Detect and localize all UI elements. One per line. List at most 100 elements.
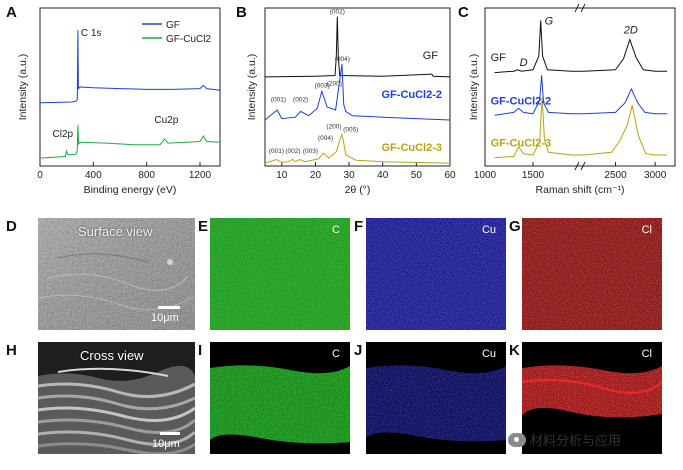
axis-break-mark <box>580 161 586 171</box>
series-line-gf-cucl2 <box>39 124 221 159</box>
annotation-g: G <box>545 15 554 27</box>
x-tick-label: 60 <box>444 170 456 181</box>
eds-map-cl-surface: Cl <box>522 218 662 330</box>
plot-frame <box>484 7 676 167</box>
annotation-cl2p: Cl2p <box>53 129 74 140</box>
panel-label-i: I <box>198 342 203 359</box>
series-name-gf-cucl2-2: GF-CuCl2-2 <box>491 95 551 107</box>
cross-view-caption: Cross view <box>80 348 144 363</box>
panel-label-d: D <box>6 218 17 235</box>
x-tick-label: 30 <box>344 170 356 181</box>
peak-label: (003) <box>315 82 330 89</box>
x-tick-label: 3000 <box>644 170 667 181</box>
sem-surface-image: Surface view 10μm <box>38 218 195 330</box>
series-line <box>494 97 668 159</box>
element-label-cl: Cl <box>641 348 652 360</box>
peak-label: (002) <box>285 148 300 155</box>
legend-label: GF-CuCl2 <box>166 34 211 45</box>
annotation-2d: 2D <box>623 25 638 37</box>
eds-noise-blue <box>366 218 506 330</box>
peak-label: (002) <box>293 96 308 103</box>
panel-label-j: J <box>354 342 363 359</box>
eds-band-blue <box>366 342 506 454</box>
panel-label-c: C <box>458 4 469 21</box>
x-axis-label: Binding energy (eV) <box>84 184 177 196</box>
annotation-cu2p: Cu2p <box>154 115 178 126</box>
x-tick-label: 1000 <box>474 170 497 181</box>
eds-band-green <box>210 342 350 454</box>
watermark: 材料分析与应用 <box>508 430 621 449</box>
series-line-gf <box>39 30 221 104</box>
peak-label: (200) <box>327 81 342 88</box>
peak-label: (200) <box>326 124 341 131</box>
y-axis-label: Intensity (a.u.) <box>468 54 480 121</box>
xrd-chart: 10 20 30 40 50 60 2θ (°) Intensity (a.u.) GF GF-C… <box>246 7 456 196</box>
x-tick-label: 20 <box>310 170 322 181</box>
element-label-cu: Cu <box>481 348 496 360</box>
element-label-c: C <box>332 224 340 236</box>
panel-label-b: B <box>236 4 247 21</box>
series-line <box>494 20 668 74</box>
annotation-d: D <box>520 57 528 69</box>
eds-noise-red <box>522 218 662 330</box>
watermark-text: 材料分析与应用 <box>530 433 622 448</box>
x-tick-label: 2500 <box>604 170 627 181</box>
sem-cross-image: Cross view 10μm <box>38 342 195 454</box>
sem-surface-texture <box>38 218 195 330</box>
x-tick-label: 1500 <box>522 170 545 181</box>
eds-map-c-surface: C <box>210 218 350 330</box>
eds-map-cu-cross: Cu <box>366 342 506 454</box>
axis-break-mark <box>574 161 580 171</box>
wechat-icon <box>508 432 526 447</box>
peak-label: (001) <box>269 148 284 155</box>
x-tick-label: 40 <box>377 170 389 181</box>
x-tick-label: 1200 <box>189 170 212 181</box>
eds-map-cl-cross: Cl <box>522 342 662 454</box>
panel-label-h: H <box>6 342 17 359</box>
x-tick-label: 10 <box>276 170 288 181</box>
sem-cross-texture <box>38 342 195 454</box>
panel-label-f: F <box>354 218 364 235</box>
series-line <box>264 132 451 164</box>
axis-break-mark <box>580 3 586 13</box>
panel-label-a: A <box>6 4 17 21</box>
raman-chart: 1000 1500 2500 3000 Raman shift (cm⁻¹) Intens… <box>468 3 676 196</box>
eds-noise-green <box>210 218 350 330</box>
peak-label: (002) <box>330 9 345 16</box>
scale-bar <box>160 432 180 435</box>
series-line <box>264 16 451 78</box>
annotation-c1s: C 1s <box>81 28 102 39</box>
plot-frame <box>39 7 221 167</box>
y-axis-label: Intensity (a.u.) <box>246 54 258 121</box>
peak-label: (004) <box>318 135 333 142</box>
element-label-cl: Cl <box>641 224 652 236</box>
series-name-gf-cucl2-2: GF-CuCl2-2 <box>382 89 443 101</box>
surface-view-caption: Surface view <box>78 224 153 239</box>
legend-label: GF <box>166 20 180 31</box>
x-tick-label: 0 <box>37 170 43 181</box>
series-name-gf: GF <box>491 52 507 64</box>
x-tick-label: 50 <box>411 170 423 181</box>
scale-bar-label: 10μm <box>152 438 180 450</box>
eds-map-c-cross: C <box>210 342 350 454</box>
eds-band-red <box>522 342 662 454</box>
x-axis-label: 2θ (°) <box>345 184 371 196</box>
peak-label: (003) <box>303 148 318 155</box>
series-line <box>494 75 668 116</box>
series-name-gf-cucl2-3: GF-CuCl2-3 <box>382 142 443 154</box>
x-axis-label: Raman shift (cm⁻¹) <box>536 184 625 196</box>
scale-bar-label: 10μm <box>151 312 179 324</box>
peak-label: (005) <box>343 127 358 134</box>
element-label-cu: Cu <box>481 224 496 236</box>
x-tick-label: 400 <box>85 170 102 181</box>
plot-frame <box>264 7 451 167</box>
series-name-gf-cucl2-3: GF-CuCl2-3 <box>491 137 551 149</box>
panel-label-g: G <box>509 218 521 235</box>
xps-chart: 0 400 800 1200 Binding energy (eV) Intensity … <box>17 7 221 196</box>
series-name-gf: GF <box>423 50 439 62</box>
y-axis-label: Intensity (a.u.) <box>17 54 29 121</box>
scale-bar <box>158 306 180 309</box>
element-label-c: C <box>332 348 340 360</box>
panel-label-k: K <box>509 342 520 359</box>
